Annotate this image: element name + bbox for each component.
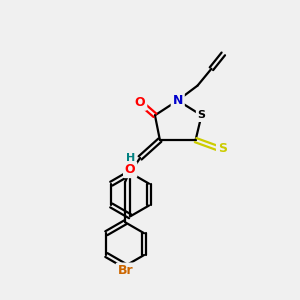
Text: H: H [126,153,135,163]
Text: Br: Br [117,264,133,278]
Text: S: S [218,142,227,154]
Text: N: N [172,94,183,107]
Text: O: O [125,163,136,176]
Text: S: S [197,110,206,120]
Text: O: O [135,96,146,109]
